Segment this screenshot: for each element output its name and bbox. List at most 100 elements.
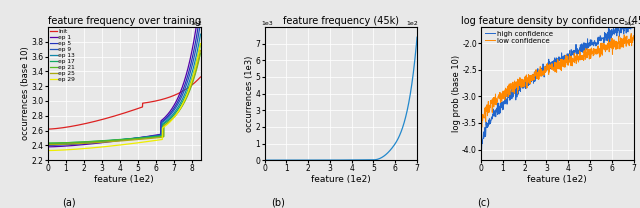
ep 25 (196, 49, 204, 52)
ep 9 (135, 136, 143, 139)
high confidence (477, 144, 485, 146)
Init (135, 107, 143, 109)
high confidence (630, 24, 637, 27)
Init (127, 110, 134, 112)
ep 29 (196, 48, 204, 50)
Y-axis label: occurrences (base 10): occurrences (base 10) (21, 47, 30, 140)
ep 9 (61, 143, 68, 145)
Init (44, 128, 52, 130)
low confidence (630, 37, 637, 39)
ep 25 (61, 143, 68, 145)
high confidence (525, 77, 533, 79)
ep 25 (164, 121, 172, 124)
low confidence (578, 58, 586, 61)
Line: ep 13: ep 13 (48, 34, 200, 144)
ep 21 (196, 57, 204, 59)
ep 5 (196, 17, 204, 20)
ep 17 (135, 137, 143, 139)
ep 17 (196, 48, 204, 50)
X-axis label: feature (1e2): feature (1e2) (311, 175, 371, 184)
low confidence (515, 79, 522, 81)
Line: ep 5: ep 5 (48, 11, 200, 145)
X-axis label: feature (1e2): feature (1e2) (94, 175, 154, 184)
ep 5 (135, 137, 143, 139)
Line: ep 9: ep 9 (48, 23, 200, 145)
ep 17 (127, 137, 134, 140)
low confidence (596, 47, 604, 50)
ep 29 (196, 42, 204, 45)
ep 29 (140, 141, 147, 143)
Text: (c): (c) (477, 198, 490, 208)
ep 29 (127, 142, 134, 145)
ep 25 (196, 54, 204, 57)
ep 17 (44, 142, 52, 144)
Text: (a): (a) (62, 198, 76, 208)
Line: high confidence: high confidence (481, 18, 634, 151)
ep 5 (127, 138, 134, 140)
low confidence (627, 32, 635, 35)
low confidence (525, 79, 533, 82)
Title: feature frequency (45k): feature frequency (45k) (283, 16, 399, 26)
ep 17 (164, 119, 172, 122)
low confidence (477, 118, 485, 121)
Init (140, 102, 147, 104)
ep 29 (61, 149, 68, 151)
ep 17 (140, 136, 147, 139)
Line: ep 21: ep 21 (48, 53, 200, 143)
Text: 1e2: 1e2 (623, 21, 635, 26)
Text: 1e3: 1e3 (262, 21, 273, 26)
ep 17 (61, 141, 68, 144)
ep 1 (196, 3, 204, 6)
Line: Init: Init (48, 77, 200, 129)
ep 21 (196, 52, 204, 54)
Line: ep 17: ep 17 (48, 44, 200, 143)
ep 13 (135, 137, 143, 139)
ep 21 (44, 142, 52, 144)
ep 13 (140, 136, 147, 139)
high confidence (615, 26, 623, 29)
ep 17 (196, 42, 204, 45)
ep 1 (127, 138, 134, 140)
ep 25 (127, 139, 134, 141)
Init (61, 126, 68, 129)
Init (196, 77, 204, 79)
ep 21 (61, 141, 68, 144)
ep 9 (164, 116, 172, 119)
high confidence (578, 48, 586, 51)
Y-axis label: occurrences (1e3): occurrences (1e3) (245, 55, 254, 132)
high confidence (520, 79, 528, 82)
low confidence (520, 80, 528, 83)
Text: 1e2: 1e2 (407, 21, 419, 26)
ep 1 (44, 146, 52, 148)
ep 5 (44, 144, 52, 147)
ep 9 (44, 143, 52, 146)
high confidence (629, 17, 637, 19)
Y-axis label: log prob (base 10): log prob (base 10) (452, 55, 461, 132)
ep 1 (140, 136, 147, 138)
Title: feature frequency over training: feature frequency over training (48, 16, 201, 26)
ep 29 (164, 123, 172, 125)
high confidence (477, 150, 485, 152)
high confidence (515, 84, 522, 87)
ep 25 (44, 143, 52, 146)
Init (196, 76, 204, 78)
ep 1 (135, 136, 143, 139)
ep 5 (196, 10, 204, 12)
ep 25 (140, 138, 147, 140)
ep 13 (44, 143, 52, 145)
Text: (b): (b) (271, 198, 285, 208)
ep 13 (127, 138, 134, 140)
ep 5 (61, 144, 68, 146)
ep 13 (164, 118, 172, 121)
ep 21 (127, 138, 134, 140)
ep 21 (164, 121, 172, 124)
low confidence (615, 35, 623, 37)
Init (164, 97, 172, 99)
Line: ep 1: ep 1 (48, 0, 200, 147)
high confidence (596, 36, 604, 38)
Line: low confidence: low confidence (481, 33, 634, 127)
ep 9 (140, 136, 147, 139)
Legend: high confidence, low confidence: high confidence, low confidence (483, 29, 554, 45)
ep 9 (127, 137, 134, 140)
ep 1 (61, 145, 68, 147)
